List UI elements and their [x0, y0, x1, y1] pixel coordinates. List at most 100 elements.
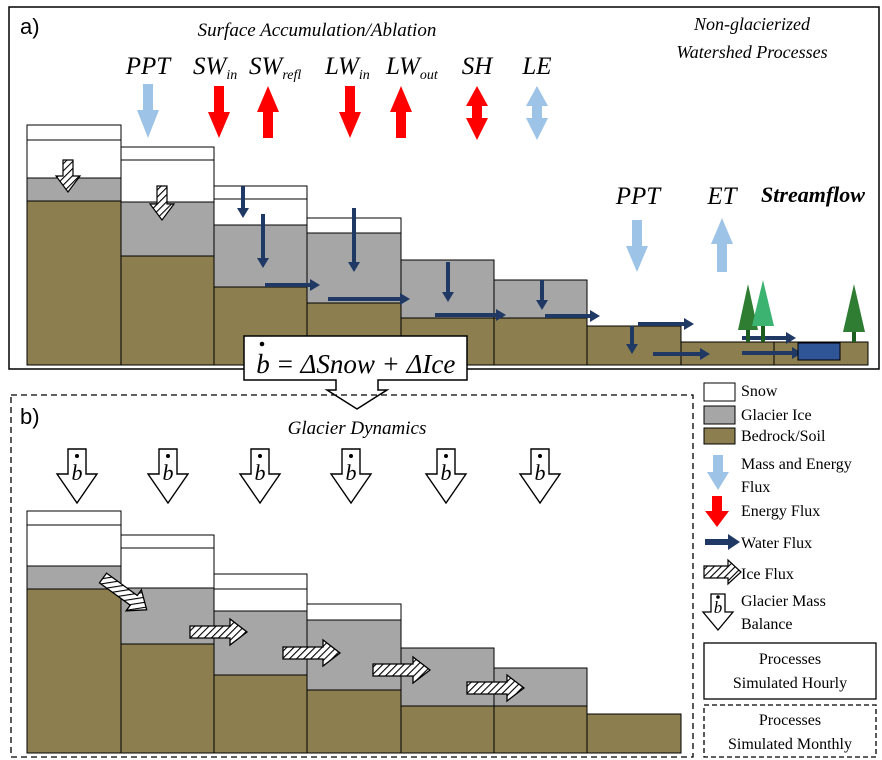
- tree-icons: [738, 280, 865, 342]
- mass-balance-symbol: b: [163, 460, 174, 485]
- ice-flux-arrows: [98, 572, 526, 703]
- panel-b-title: Glacier Dynamics: [288, 418, 427, 439]
- flux-label-sw-in: SWin: [193, 53, 237, 83]
- mass-balance-arrow-icon: b: [329, 448, 373, 505]
- panel-a-glacier-profile: [26, 124, 869, 366]
- mass-balance-arrow-icon: b: [55, 448, 99, 505]
- legend-hourly-box: [703, 642, 877, 700]
- mass-balance-symbol: b: [441, 460, 452, 485]
- legend-mass-balance-label-2: Balance: [741, 616, 793, 633]
- panel-a-label: a): [20, 14, 40, 39]
- mass-balance-symbol: b: [535, 460, 546, 485]
- legend-energy-label: Energy Flux: [741, 503, 820, 520]
- streamflow-label: Streamflow: [761, 182, 865, 207]
- water-flux-arrow-icon: [257, 214, 269, 268]
- legend-hourly-line2: Simulated Hourly: [733, 675, 847, 692]
- water-flux-arrow-icon: [742, 332, 796, 344]
- legend: Snow Glacier Ice Bedrock/Soil Mass and E…: [701, 382, 877, 758]
- et-arrow-icon: [711, 218, 733, 272]
- legend-energy-arrow-icon: [705, 496, 729, 527]
- equation-callout: [243, 335, 468, 410]
- legend-monthly-box: [703, 704, 877, 758]
- water-flux-arrow-icon: [653, 348, 710, 360]
- legend-water-label: Water Flux: [741, 535, 812, 552]
- ice-flux-arrow-icon: [98, 572, 148, 612]
- legend-mass-balance-arrow-icon: [701, 593, 735, 632]
- sh-arrow-icon: [466, 86, 488, 140]
- water-flux-arrow-icon: [536, 280, 548, 310]
- legend-ice-flux-arrow-icon: [703, 558, 742, 586]
- legend-mass-balance-label: Glacier Mass: [741, 593, 826, 610]
- lw-in-arrow-icon: [339, 86, 361, 138]
- sw-refl-arrow-icon: [257, 86, 279, 138]
- mass-balance-arrow-icon: b: [146, 448, 190, 505]
- mass-balance-arrow-icon: b: [518, 448, 562, 505]
- water-flux-arrow-icon: [435, 309, 506, 321]
- legend-mass-energy-label-2: Flux: [741, 479, 770, 496]
- water-flux-arrow-icon: [348, 208, 360, 272]
- tree-icon: [843, 284, 865, 332]
- legend-snow-label: Snow: [741, 383, 778, 400]
- watershed-ppt-label: PPT: [615, 183, 663, 210]
- watershed-ppt-arrow-icon: [626, 220, 648, 272]
- legend-water-arrow-icon: [705, 534, 740, 550]
- flux-label-lw-out: LWout: [385, 53, 439, 83]
- ice-flux-arrow-icon: [189, 617, 249, 647]
- watershed-title-line2: Watershed Processes: [676, 42, 827, 62]
- legend-ice-label: Glacier Ice: [741, 407, 812, 424]
- legend-ice-swatch: [703, 405, 736, 425]
- flux-label-le: LE: [521, 53, 551, 80]
- legend-hourly-line1: Processes: [759, 651, 821, 668]
- water-flux-arrow-icon: [545, 310, 600, 322]
- tree-icon: [752, 280, 774, 326]
- panel-b-frame: [10, 394, 694, 758]
- ppt-arrow-icon: [137, 84, 159, 138]
- lw-out-arrow-icon: [390, 86, 412, 138]
- water-flux-arrow-icon: [626, 326, 638, 354]
- ice-flux-arrow-icon: [282, 638, 342, 668]
- mass-balance-arrow-icon: b: [238, 448, 282, 505]
- equation-rhs: = ΔSnow + ΔIce: [276, 349, 455, 379]
- legend-monthly-line2: Simulated Monthly: [728, 736, 852, 753]
- water-flux-arrow-icon: [265, 279, 320, 291]
- panel-a-title: Surface Accumulation/Ablation: [198, 20, 437, 41]
- flux-label-sh: SH: [462, 53, 495, 80]
- mass-balance-dot: [259, 341, 265, 347]
- water-flux-arrow-icon: [742, 347, 802, 359]
- water-flux-arrow-icon: [328, 293, 410, 305]
- legend-snow-swatch: [703, 382, 736, 402]
- legend-mass-energy-arrow-icon: [707, 455, 729, 490]
- ice-flux-arrow-icon: [54, 159, 82, 193]
- ice-flux-arrow-icon: [466, 673, 526, 703]
- water-flux-arrow-icon: [638, 318, 694, 330]
- water-flux-arrow-icon: [237, 186, 249, 218]
- stream-icon: [797, 342, 841, 361]
- tree-icon: [738, 284, 758, 330]
- flux-label-sw-refl: SWrefl: [249, 53, 301, 83]
- equation-lhs: b: [256, 349, 270, 379]
- mass-balance-symbol: b: [255, 460, 266, 485]
- mass-balance-symbol: b: [346, 460, 357, 485]
- panel-b-glacier-profile: [26, 510, 682, 754]
- mass-balance-arrow-icon: b: [424, 448, 468, 505]
- legend-mass-balance-symbol: b: [714, 598, 723, 617]
- watershed-title-line1: Non-glacierized: [693, 14, 811, 34]
- mass-balance-symbol: b: [72, 460, 83, 485]
- sw-in-arrow-icon: [208, 86, 230, 138]
- legend-monthly-line1: Processes: [759, 712, 821, 729]
- legend-soil-label: Bedrock/Soil: [741, 428, 826, 445]
- le-arrow-icon: [526, 86, 548, 140]
- flux-label-ppt: PPT: [125, 53, 173, 80]
- flux-label-lw-in: LWin: [324, 53, 370, 83]
- water-flux-arrows: [237, 186, 802, 360]
- watershed-et-label: ET: [706, 183, 738, 210]
- legend-ice-flux-label: Ice Flux: [741, 566, 794, 583]
- legend-mass-energy-label: Mass and Energy: [741, 456, 852, 473]
- ice-flux-arrow-icon: [372, 655, 432, 685]
- ice-flux-arrow-icon: [148, 185, 176, 221]
- panel-b-label: b): [20, 404, 40, 429]
- water-flux-arrow-icon: [442, 262, 454, 302]
- legend-soil-swatch: [703, 427, 736, 445]
